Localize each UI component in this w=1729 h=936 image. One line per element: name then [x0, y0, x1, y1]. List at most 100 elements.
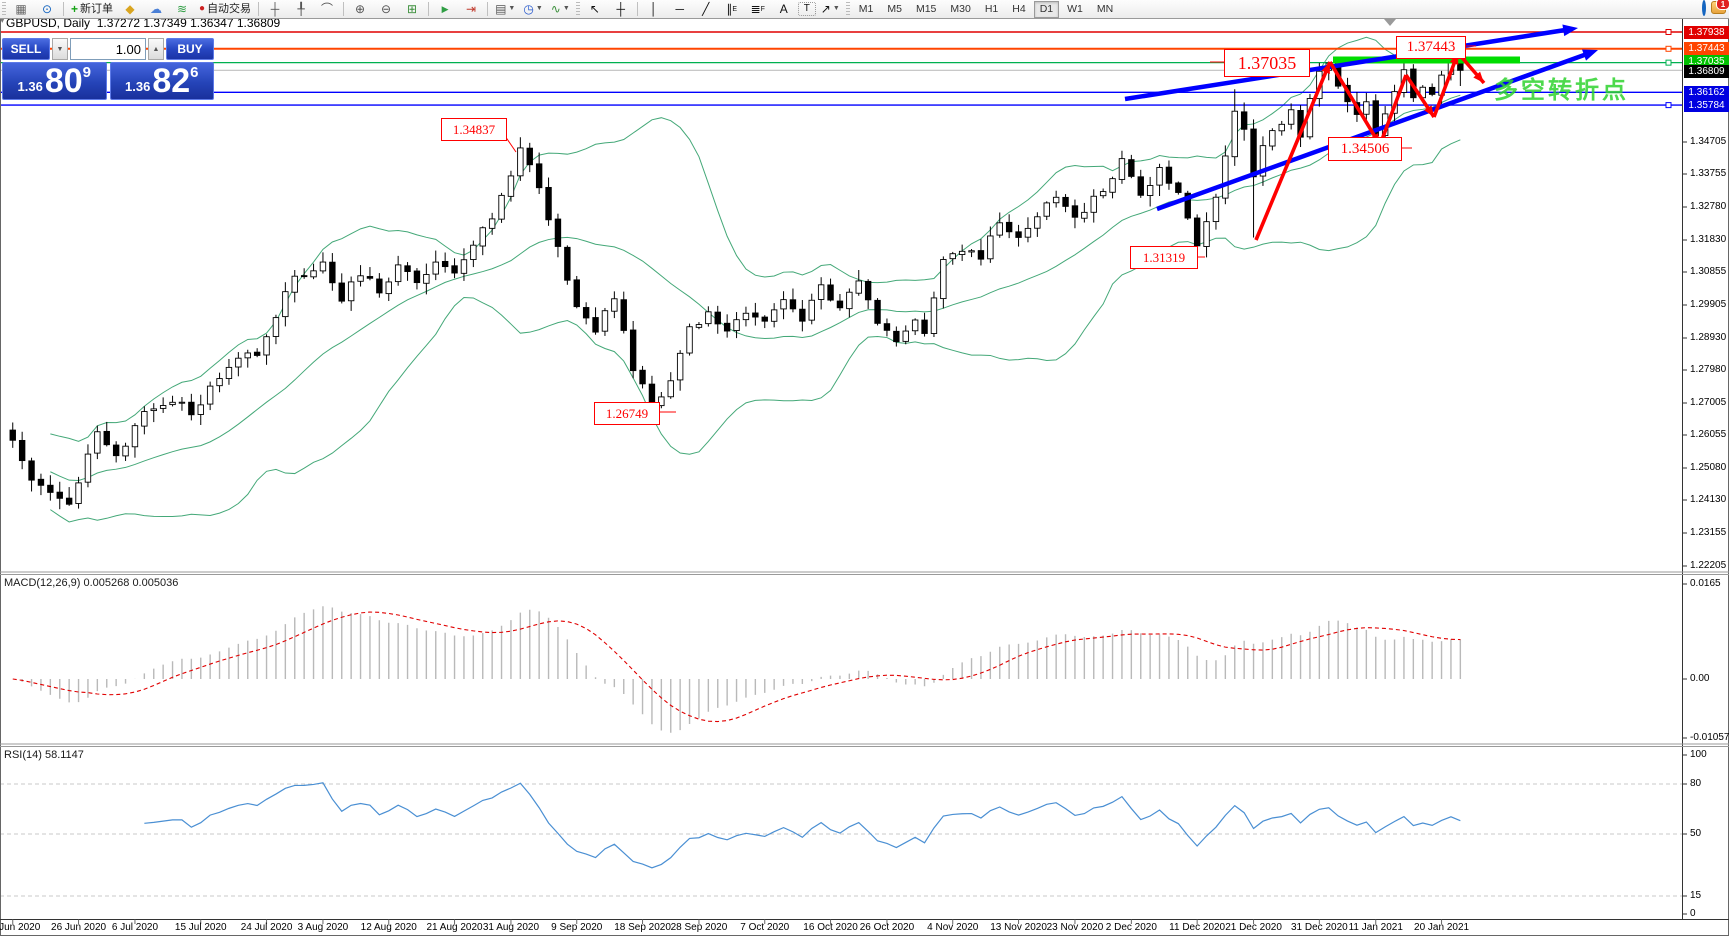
new-order-button[interactable]: + 新订单 [68, 0, 116, 18]
label-tool-icon[interactable]: T [797, 2, 816, 16]
volume-increase-button[interactable]: ▲ [148, 38, 164, 60]
autoscroll-icon[interactable]: ▶ [441, 4, 449, 14]
line-anchor-handle[interactable] [1665, 59, 1672, 66]
rsi-indicator [0, 782, 1682, 897]
autotrading-button[interactable]: ● 自动交易 [196, 0, 254, 18]
timeframe-button-m30[interactable]: M30 [950, 3, 971, 15]
price-annotation-label[interactable]: 1.34837 [441, 118, 507, 141]
timeframe-button-m15[interactable]: M15 [915, 3, 937, 15]
notifications-icon[interactable]: 1 [1711, 0, 1729, 14]
buy-price-sup: 6 [190, 64, 199, 81]
time-axis-label: 21 Dec 2020 [1225, 922, 1282, 933]
price-scale-tick: 1.23155 [1690, 527, 1727, 538]
time-axis-label: 13 Nov 2020 [990, 922, 1047, 933]
candle-body [235, 357, 242, 368]
chart-shift-marker[interactable] [1384, 19, 1396, 26]
search-icon[interactable] [1702, 0, 1706, 16]
market-watch-icon[interactable]: ◆ [125, 2, 135, 16]
buy-price-tile[interactable]: 1.36 82 6 [109, 62, 214, 100]
toolbar-grip[interactable] [845, 2, 850, 16]
trade-panel-collapse-caret[interactable]: ▾ [0, 15, 5, 25]
templates-dropdown[interactable]: ∿ ▼ [550, 2, 570, 16]
buy-button[interactable]: BUY [166, 38, 214, 60]
new-chart-dropdown[interactable]: ▤ ▼ [495, 2, 516, 16]
line-anchor-handle[interactable] [1665, 102, 1672, 109]
time-axis-label: 24 Jul 2020 [240, 922, 293, 933]
price-scale-label: 1.36162 [1684, 85, 1729, 99]
price-annotation-label[interactable]: 1.37035 [1224, 49, 1310, 77]
cursor-icon[interactable]: ↖ [589, 2, 600, 16]
zoom-out-icon[interactable]: ⊖ [381, 2, 392, 16]
blue-trend-arrows[interactable] [1124, 24, 1598, 212]
timeframe-button-m1[interactable]: M1 [858, 3, 874, 15]
time-axis-label: 18 Sep 2020 [614, 922, 671, 933]
arrows-tool-dropdown[interactable]: ↗ ▼ [820, 2, 840, 16]
price-annotation-label[interactable]: 1.31319 [1130, 246, 1198, 269]
volume-input[interactable]: 1.00 [70, 38, 146, 60]
candle-body [1193, 217, 1201, 247]
trendline-icon[interactable]: ╱ [702, 2, 710, 16]
volume-decrease-button[interactable]: ▼ [52, 38, 68, 60]
candle-body [893, 330, 900, 343]
candle-body [1156, 167, 1163, 186]
line-anchor-handle[interactable] [1665, 45, 1672, 52]
rsi-scale-tick: 80 [1690, 778, 1702, 789]
timeframe-button-m5[interactable]: M5 [887, 3, 902, 15]
zoom-in-icon[interactable]: ⊕ [355, 2, 366, 16]
candle-body [723, 322, 731, 332]
price-annotation-label[interactable]: 1.26749 [594, 402, 660, 425]
sell-price-tile[interactable]: 1.36 80 9 [2, 62, 107, 100]
rsi-scale-tick: 50 [1690, 828, 1702, 839]
indicator-window-icon[interactable]: ╀ [297, 2, 305, 16]
toolbar-grip[interactable] [575, 2, 580, 16]
line-anchor-handle[interactable] [1665, 29, 1672, 35]
crosshair-icon[interactable]: ┼ [616, 2, 626, 16]
crosshair-chart-icon[interactable]: ┼ [270, 2, 280, 16]
one-click-trading-panel: SELL ▼ 1.00 ▲ BUY 1.36 80 9 1.36 82 6 [2, 38, 214, 100]
candle-body [1212, 196, 1220, 223]
time-axis-label: 31 Aug 2020 [482, 922, 540, 933]
price-annotation-label[interactable]: 1.34506 [1328, 137, 1402, 161]
tile-windows-icon[interactable]: ⊞ [407, 2, 418, 16]
text-tool-icon[interactable]: A [779, 2, 788, 16]
candle-body [1259, 145, 1267, 177]
toolbar-separator [258, 2, 260, 16]
red-zigzag-arrows[interactable] [1254, 51, 1486, 241]
price-scale-tick: 1.28930 [1690, 332, 1727, 343]
timeframe-button-w1[interactable]: W1 [1067, 3, 1083, 15]
candles-layer [9, 48, 1464, 510]
candle-body [554, 218, 562, 247]
candle-body [441, 260, 449, 268]
candle-body [357, 275, 364, 282]
macd-scale-tick: 0.0165 [1690, 578, 1721, 589]
price-annotation-label[interactable]: 1.37443 [1396, 36, 1466, 59]
chart-shift-icon[interactable]: ⇥ [466, 2, 477, 16]
vertical-line-icon[interactable]: │ [650, 2, 658, 16]
bull-bear-turning-point-note[interactable]: 多空转折点 [1494, 77, 1629, 104]
chart-window-icon[interactable]: ▦ [15, 2, 27, 16]
timeframe-button-h1[interactable]: H1 [984, 3, 999, 15]
signals-icon[interactable]: ≋ [176, 2, 188, 16]
chart-preview-icon[interactable]: ⊙ [41, 2, 53, 16]
candle-body [1081, 211, 1088, 219]
community-icon[interactable]: ☁ [150, 2, 163, 16]
fibonacci-icon[interactable]: ≣ F [750, 2, 765, 16]
timeframe-button-mn[interactable]: MN [1096, 3, 1114, 15]
channel-icon[interactable]: ∥ E [726, 2, 738, 16]
time-axis-label: 23 Nov 2020 [1046, 922, 1104, 933]
timeframe-button-h4[interactable]: H4 [1012, 3, 1026, 15]
periods-dropdown[interactable]: ◷ ▼ [523, 2, 543, 16]
time-axis-label: 21 Aug 2020 [426, 922, 483, 933]
horizontal-level-lines[interactable] [0, 29, 1682, 109]
toolbar-grip[interactable] [2, 2, 6, 16]
timeframe-button-d1[interactable]: D1 [1033, 0, 1060, 18]
candle-body [836, 300, 844, 309]
arc-icon[interactable]: ⌒ [321, 2, 334, 16]
sell-button[interactable]: SELL [2, 38, 50, 60]
toolbar-separator [428, 2, 430, 16]
candle-body [517, 147, 524, 177]
horizontal-line-icon[interactable]: ─ [675, 2, 685, 16]
main-toolbar: ▦ ⊙ + 新订单 ◆ ☁ ≋ ● 自动交易 ┼ ╀ ⌒ ⊕ ⊖ ⊞ ▶ ⇥ ▤… [0, 0, 1729, 19]
